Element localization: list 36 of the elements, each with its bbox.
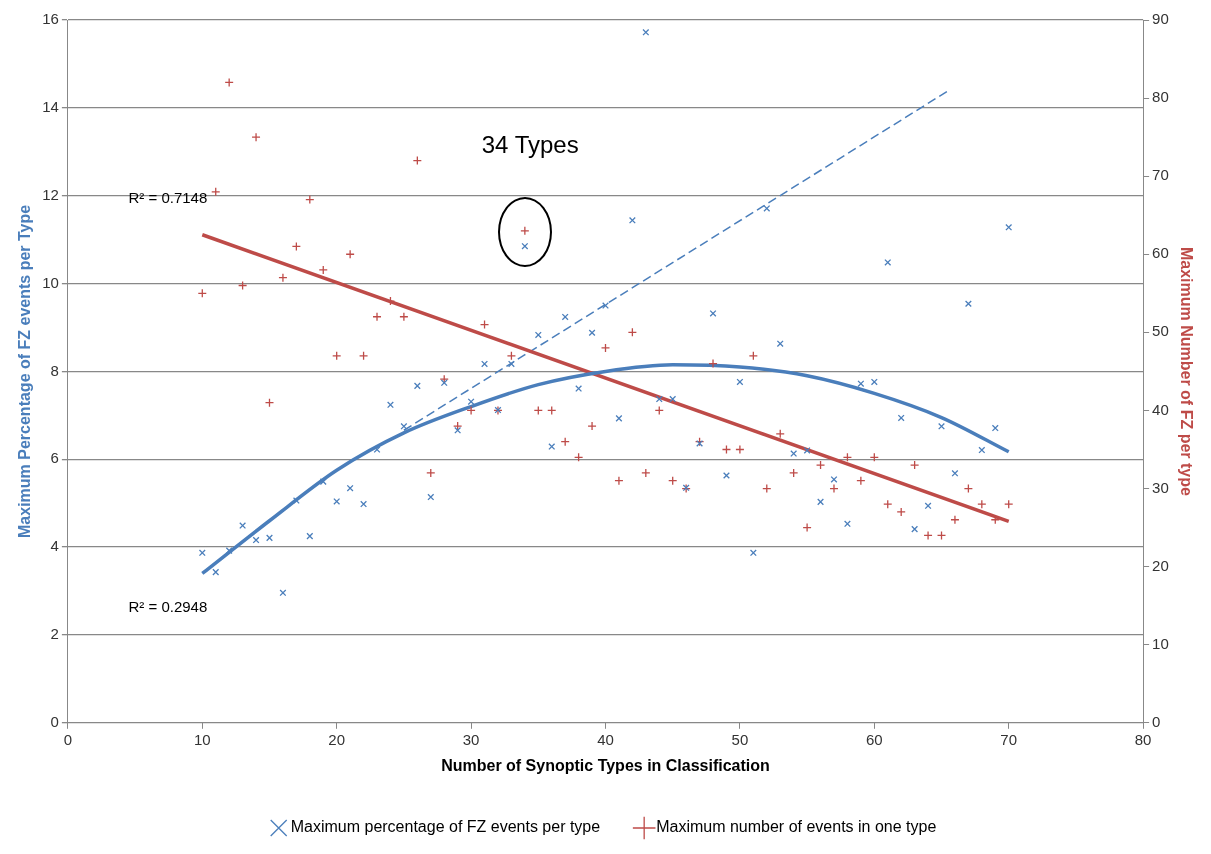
y-tick-label: 2	[50, 625, 59, 643]
y-axis-title: Maximum Percentage of FZ events per Type	[16, 204, 34, 538]
y2-tick-label: 40	[1152, 400, 1169, 418]
x-axis-title: Number of Synoptic Types in Classification	[441, 756, 770, 774]
y-tick-label: 10	[42, 273, 59, 291]
y2-tick-label: 70	[1152, 166, 1169, 184]
y2-tick-label: 30	[1152, 478, 1169, 496]
x-tick-label: 80	[1134, 730, 1152, 748]
y2-tick-label: 50	[1152, 322, 1169, 340]
y-tick-label: 16	[42, 10, 59, 28]
x-tick-label: 10	[193, 730, 211, 748]
y2-tick-label: 60	[1152, 244, 1169, 262]
y2-tick-label: 90	[1152, 10, 1169, 28]
y-tick-label: 4	[50, 537, 59, 555]
x-tick-label: 50	[731, 730, 749, 748]
x-tick-label: 70	[1000, 730, 1018, 748]
legend-label: Maximum number of events in one type	[656, 818, 937, 836]
y-tick-label: 14	[42, 97, 59, 115]
x-tick-label: 0	[63, 730, 73, 748]
y-tick-label: 6	[50, 449, 59, 467]
y2-axis-title: Maximum Number of FZ per type	[1177, 246, 1195, 496]
annotation: 34 Types	[481, 131, 579, 159]
x-tick-label: 30	[462, 730, 480, 748]
annotation: R² = 0.2948	[128, 598, 208, 616]
y2-tick-label: 20	[1152, 556, 1169, 574]
y-tick-label: 8	[50, 361, 59, 379]
y2-tick-label: 10	[1152, 634, 1169, 652]
x-tick-label: 40	[597, 730, 614, 748]
x-tick-label: 60	[865, 730, 883, 748]
y-tick-label: 0	[50, 712, 59, 730]
x-tick-label: 20	[328, 730, 346, 748]
y-tick-label: 12	[42, 185, 59, 203]
legend-label: Maximum percentage of FZ events per type	[290, 818, 601, 836]
y2-tick-label: 80	[1152, 88, 1169, 106]
annotation: R² = 0.7148	[128, 189, 208, 207]
y2-tick-label: 0	[1152, 712, 1161, 730]
